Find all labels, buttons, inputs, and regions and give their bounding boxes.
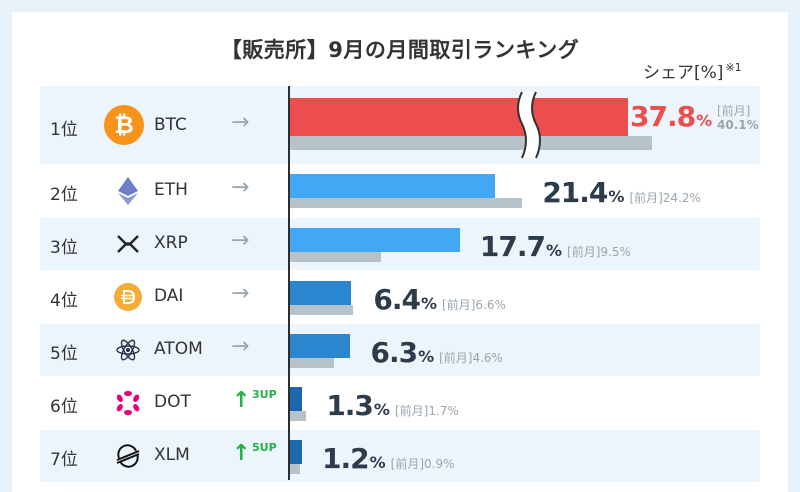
coin-symbol: BTC [154, 115, 187, 135]
ethereum-icon [114, 177, 142, 205]
value-label: 37.8% [630, 100, 712, 133]
bar-current [290, 281, 352, 305]
rank-label: 5位 [50, 344, 78, 364]
chart-title: 【販売所】9月の月間取引ランキング [220, 38, 580, 62]
rank-label: 1位 [50, 120, 78, 140]
value-label: 1.2% [322, 442, 386, 475]
dai-icon [114, 283, 142, 311]
bitcoin-icon: ₿ [104, 105, 144, 145]
bar-current [290, 334, 351, 358]
value-axis-line [288, 86, 290, 480]
bar-current [290, 387, 303, 411]
percent-sign: % [369, 453, 386, 472]
bar-current [290, 440, 302, 464]
rank-unchanged-arrow-icon: → [231, 334, 250, 359]
coin-symbol: XLM [154, 445, 190, 465]
percent-sign: % [546, 241, 562, 260]
bar-previous [290, 252, 382, 262]
row-background-7 [40, 430, 760, 482]
value-label: 21.4% [542, 176, 624, 209]
value-label: 17.7% [479, 230, 562, 263]
rank-label: 3位 [50, 238, 78, 258]
rank-unchanged-arrow-icon: → [231, 281, 250, 306]
previous-month-value: [前月]24.2% [629, 191, 701, 205]
percent-sign: % [696, 111, 712, 130]
value-label: 6.3% [370, 336, 434, 369]
bar-previous [290, 358, 335, 368]
rank-label: 4位 [50, 291, 78, 311]
value-label: 1.3% [326, 389, 390, 422]
previous-month-value: 40.1% [717, 118, 759, 132]
rank-up-arrow-icon: ↑ [232, 441, 251, 466]
coin-symbol: ETH [154, 180, 188, 200]
share-axis-label: シェア[%] ※1 [643, 61, 742, 83]
previous-month-label: [前月] [717, 104, 751, 118]
bar-current [290, 98, 628, 136]
previous-month-value: [前月]1.7% [394, 404, 459, 418]
rank-unchanged-arrow-icon: → [231, 175, 250, 200]
rank-up-count: 3UP [252, 388, 277, 401]
rank-up-arrow-icon: ↑ [232, 388, 251, 413]
previous-month-value: [前月]9.5% [567, 245, 631, 259]
bar-previous [290, 305, 354, 315]
bar-previous [290, 198, 523, 208]
percent-sign: % [608, 187, 624, 206]
previous-month-value: [前月]4.6% [439, 351, 503, 365]
rank-label: 2位 [50, 185, 78, 205]
share-footnote-mark: ※1 [725, 61, 742, 75]
percent-sign: % [373, 400, 390, 419]
bar-current [290, 228, 460, 252]
row-background-5 [40, 324, 760, 376]
rank-up-count: 5UP [252, 441, 277, 454]
xrp-icon [114, 230, 142, 258]
previous-month-value: [前月]0.9% [390, 457, 455, 471]
polkadot-icon [114, 389, 142, 417]
coin-symbol: XRP [154, 233, 188, 253]
bar-previous [290, 464, 300, 474]
stellar-icon [114, 442, 142, 470]
rank-label: 6位 [50, 397, 78, 417]
coin-symbol: DOT [154, 392, 191, 412]
rank-label: 7位 [50, 450, 78, 470]
coin-symbol: DAI [154, 286, 184, 306]
rank-unchanged-arrow-icon: → [231, 110, 250, 135]
percent-sign: % [420, 294, 437, 313]
value-label: 6.4% [373, 283, 437, 316]
cosmos-atom-icon [114, 336, 142, 364]
percent-sign: % [418, 347, 434, 366]
bar-current [290, 174, 496, 198]
previous-month-value: [前月]6.6% [442, 298, 506, 312]
bar-previous [290, 411, 307, 421]
rank-unchanged-arrow-icon: → [231, 228, 250, 253]
coin-symbol: ATOM [154, 339, 203, 359]
bar-previous [290, 136, 652, 150]
